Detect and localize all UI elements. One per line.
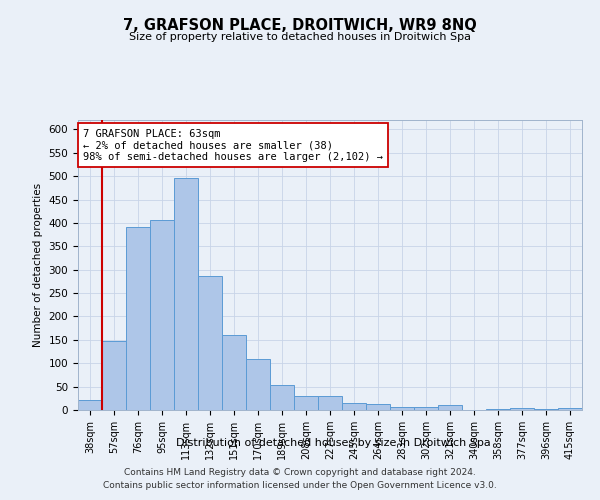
Text: Contains public sector information licensed under the Open Government Licence v3: Contains public sector information licen…	[103, 480, 497, 490]
Bar	[270, 385, 294, 410]
Bar	[246, 360, 270, 410]
Bar	[486, 408, 510, 410]
Text: 7 GRAFSON PLACE: 63sqm
← 2% of detached houses are smaller (38)
98% of semi-deta: 7 GRAFSON PLACE: 63sqm ← 2% of detached …	[83, 128, 383, 162]
Bar	[126, 226, 150, 410]
Bar	[510, 408, 534, 410]
Text: 7, GRAFSON PLACE, DROITWICH, WR9 8NQ: 7, GRAFSON PLACE, DROITWICH, WR9 8NQ	[123, 18, 477, 32]
Bar	[294, 396, 318, 410]
Bar	[102, 341, 126, 410]
Y-axis label: Number of detached properties: Number of detached properties	[33, 183, 43, 347]
Bar	[318, 396, 342, 410]
Text: Distribution of detached houses by size in Droitwich Spa: Distribution of detached houses by size …	[176, 438, 490, 448]
Bar	[534, 408, 558, 410]
Bar	[438, 406, 462, 410]
Bar	[366, 404, 390, 410]
Text: Contains HM Land Registry data © Crown copyright and database right 2024.: Contains HM Land Registry data © Crown c…	[124, 468, 476, 477]
Bar	[414, 406, 438, 410]
Bar	[150, 220, 174, 410]
Text: Size of property relative to detached houses in Droitwich Spa: Size of property relative to detached ho…	[129, 32, 471, 42]
Bar	[558, 408, 582, 410]
Bar	[174, 178, 198, 410]
Bar	[78, 400, 102, 410]
Bar	[342, 403, 366, 410]
Bar	[390, 406, 414, 410]
Bar	[198, 276, 222, 410]
Bar	[222, 335, 246, 410]
